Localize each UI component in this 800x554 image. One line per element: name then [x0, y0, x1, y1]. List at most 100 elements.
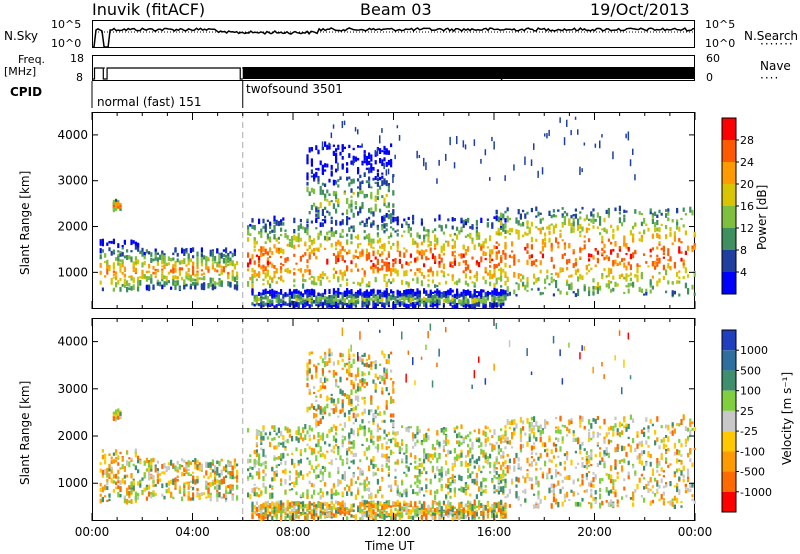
- power-cell: [251, 289, 254, 294]
- velocity-cell: [363, 513, 366, 517]
- power-cell: [376, 224, 379, 229]
- power-cell: [497, 277, 500, 280]
- velocity-cell: [277, 463, 280, 466]
- power-cell: [200, 273, 203, 276]
- velocity-cell: [372, 509, 375, 515]
- power-cell: [500, 299, 503, 302]
- power-cell: [577, 220, 580, 226]
- velocity-cell: [390, 377, 393, 381]
- velocity-cell: [337, 449, 340, 456]
- velocity-cell: [286, 499, 289, 506]
- power-cell: [273, 234, 276, 240]
- velocity-cell: [321, 491, 324, 498]
- power-cell: [401, 301, 404, 306]
- power-cell: [486, 290, 489, 295]
- power-cell: [574, 263, 577, 267]
- velocity-cell: [390, 413, 393, 418]
- velocity-cell: [321, 374, 324, 377]
- power-cell: [293, 301, 296, 305]
- power-cell: [324, 235, 327, 241]
- power-cell: [277, 250, 280, 255]
- velocity-cell: [339, 409, 342, 414]
- power-cell: [581, 227, 584, 232]
- velocity-cell: [229, 484, 232, 487]
- power-cell: [332, 231, 335, 237]
- velocity-cell: [319, 480, 322, 483]
- power-cell: [632, 238, 635, 243]
- power-cell: [317, 180, 320, 185]
- power-cell: [379, 301, 382, 304]
- velocity-cell: [196, 459, 199, 464]
- power-cell: [610, 288, 613, 293]
- velocity-cell: [379, 374, 382, 379]
- power-cell: [308, 211, 311, 215]
- velocity-cell: [337, 415, 340, 418]
- power-cell: [315, 282, 318, 286]
- velocity-cell: [145, 496, 148, 501]
- velocity-cell: [350, 492, 353, 496]
- velocity-cell: [368, 445, 371, 451]
- power-cell: [123, 273, 126, 278]
- power-cell: [330, 200, 333, 203]
- velocity-cell: [258, 471, 261, 478]
- power-cell: [185, 273, 188, 280]
- velocity-cell: [214, 472, 217, 475]
- power-cell: [185, 248, 188, 253]
- velocity-cell: [420, 441, 423, 446]
- power-cell: [629, 277, 632, 282]
- velocity-cell: [330, 488, 333, 494]
- power-cell: [416, 249, 419, 254]
- velocity-cell: [335, 457, 338, 461]
- velocity-cell: [427, 457, 430, 462]
- velocity-cell: [346, 449, 349, 456]
- power-cell: [478, 301, 481, 307]
- power-cell: [310, 241, 313, 246]
- power-cell: [568, 275, 571, 278]
- power-cell: [154, 275, 157, 278]
- power-cell: [343, 270, 346, 274]
- power-cell: [398, 291, 401, 297]
- power-cell: [640, 236, 643, 243]
- velocity-cell: [381, 476, 384, 479]
- power-cell: [495, 251, 498, 256]
- power-cell: [306, 223, 309, 227]
- velocity-cell: [405, 455, 408, 461]
- power-cell: [172, 252, 175, 256]
- power-cell: [286, 293, 289, 297]
- power-cell: [315, 255, 318, 260]
- power-cell: [379, 293, 382, 299]
- velocity-cell: [154, 492, 157, 496]
- power-cell: [643, 229, 646, 234]
- power-cell: [341, 156, 344, 160]
- power-cell: [374, 176, 377, 180]
- power-cell: [247, 229, 250, 236]
- velocity-cell: [181, 472, 184, 477]
- power-cell: [128, 275, 131, 278]
- power-cell: [394, 258, 397, 264]
- power-cell: [387, 300, 390, 305]
- power-cell: [625, 133, 627, 139]
- power-cell: [209, 249, 212, 255]
- velocity-cell: [216, 460, 219, 465]
- velocity-cell: [315, 504, 318, 508]
- power-cell: [544, 232, 547, 237]
- power-cell: [335, 258, 338, 265]
- velocity-cell: [247, 468, 250, 472]
- power-cell: [493, 295, 496, 301]
- power-cell: [326, 303, 329, 309]
- velocity-cell: [255, 501, 258, 505]
- velocity-cell: [165, 489, 168, 494]
- power-cell: [192, 265, 195, 270]
- power-cell: [275, 294, 278, 298]
- velocity-cell: [370, 365, 373, 371]
- velocity-cell: [376, 424, 379, 427]
- power-cell: [502, 268, 505, 273]
- power-cell: [361, 267, 364, 271]
- velocity-cell: [348, 466, 351, 469]
- velocity-cell: [425, 513, 428, 520]
- power-cell: [185, 251, 188, 254]
- power-cell: [308, 245, 311, 249]
- velocity-cell: [112, 480, 115, 484]
- power-cell: [475, 219, 478, 224]
- power-cell: [544, 242, 547, 248]
